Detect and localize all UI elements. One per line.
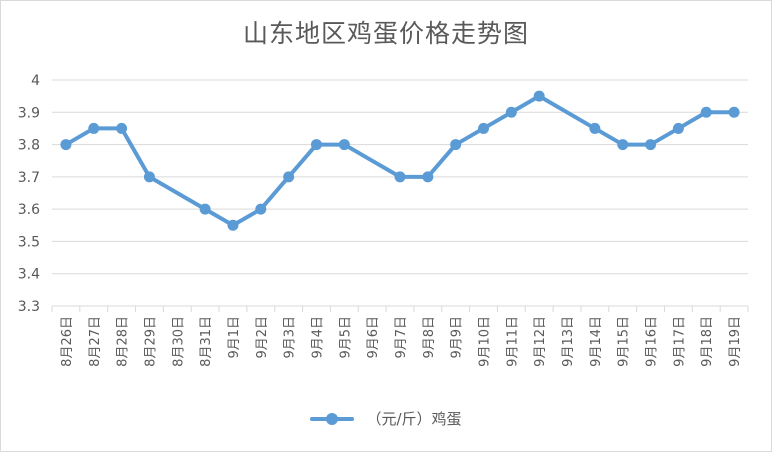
- chart-title: 山东地区鸡蛋价格走势图: [242, 19, 529, 48]
- data-point: [505, 106, 517, 118]
- data-point: [478, 122, 490, 134]
- data-point: [88, 122, 100, 134]
- data-point: [672, 122, 684, 134]
- x-tick-label: 8月31日: [199, 316, 214, 367]
- x-tick-label: 9月9日: [450, 316, 465, 359]
- y-tick-label: 3.9: [18, 105, 40, 121]
- x-tick-label: 9月17日: [672, 316, 687, 367]
- x-tick-label: 9月5日: [338, 316, 353, 359]
- data-point: [700, 106, 712, 118]
- x-tick-label: 8月29日: [143, 316, 158, 367]
- data-point: [617, 139, 629, 151]
- x-tick-label: 9月15日: [617, 316, 632, 367]
- x-axis-ticks: 8月26日 8月27日 8月28日 8月29日 8月30日 8月31日 9月1日 9月2日 9月…: [51, 306, 749, 367]
- series-line: [63, 94, 737, 228]
- x-tick-label: 9月6日: [366, 316, 381, 359]
- x-tick-label: 9月14日: [589, 316, 604, 367]
- x-tick-label: 9月11日: [505, 316, 520, 367]
- y-tick-label: 3.8: [18, 138, 40, 154]
- x-tick-label: 9月3日: [283, 316, 298, 359]
- x-tick-label: 9月10日: [478, 316, 493, 367]
- data-point: [450, 139, 462, 151]
- data-point: [60, 139, 72, 151]
- data-point: [199, 203, 211, 215]
- x-tick-label: 9月13日: [561, 316, 576, 367]
- data-point: [533, 90, 545, 102]
- y-tick-label: 3.5: [18, 234, 40, 250]
- legend: （元/斤）鸡蛋: [0, 408, 772, 429]
- y-tick-label: 4: [31, 73, 40, 89]
- plot-series: [60, 90, 740, 231]
- gridlines: [52, 79, 748, 307]
- x-tick-label: 8月30日: [171, 316, 186, 367]
- x-tick-label: 9月8日: [422, 316, 437, 359]
- x-tick-label: 9月19日: [728, 316, 743, 367]
- x-tick-label: 8月28日: [116, 316, 131, 367]
- legend-label: （元/斤）鸡蛋: [366, 410, 462, 428]
- y-tick-label: 3.3: [18, 299, 40, 315]
- y-tick-label: 3.4: [18, 267, 40, 283]
- x-tick-label: 8月26日: [60, 316, 75, 367]
- y-axis-ticks: 3.3 3.4 3.5 3.6 3.7 3.8 3.9 4: [18, 73, 40, 315]
- x-tick-label: 9月4日: [310, 316, 325, 359]
- legend-dot: [326, 412, 339, 425]
- x-tick-label: 9月16日: [645, 316, 660, 367]
- data-point: [728, 106, 740, 118]
- x-tick-label: 9月18日: [700, 316, 715, 367]
- x-tick-label: 8月27日: [88, 316, 103, 367]
- x-tick-label: 9月7日: [394, 316, 409, 359]
- data-point: [310, 139, 322, 151]
- data-point: [422, 171, 434, 183]
- y-tick-label: 3.6: [18, 202, 40, 218]
- data-point: [116, 122, 128, 134]
- data-point: [338, 139, 350, 151]
- x-tick-label: 9月2日: [255, 316, 270, 359]
- data-point: [283, 171, 295, 183]
- data-point: [645, 139, 657, 151]
- x-tick-label: 9月12日: [533, 316, 548, 367]
- data-point: [143, 171, 155, 183]
- data-point: [394, 171, 406, 183]
- data-point: [227, 219, 239, 231]
- x-tick-label: 9月1日: [227, 316, 242, 359]
- y-tick-label: 3.7: [18, 170, 40, 186]
- legend-marker: [310, 412, 355, 426]
- data-point: [589, 122, 601, 134]
- data-point: [255, 203, 267, 215]
